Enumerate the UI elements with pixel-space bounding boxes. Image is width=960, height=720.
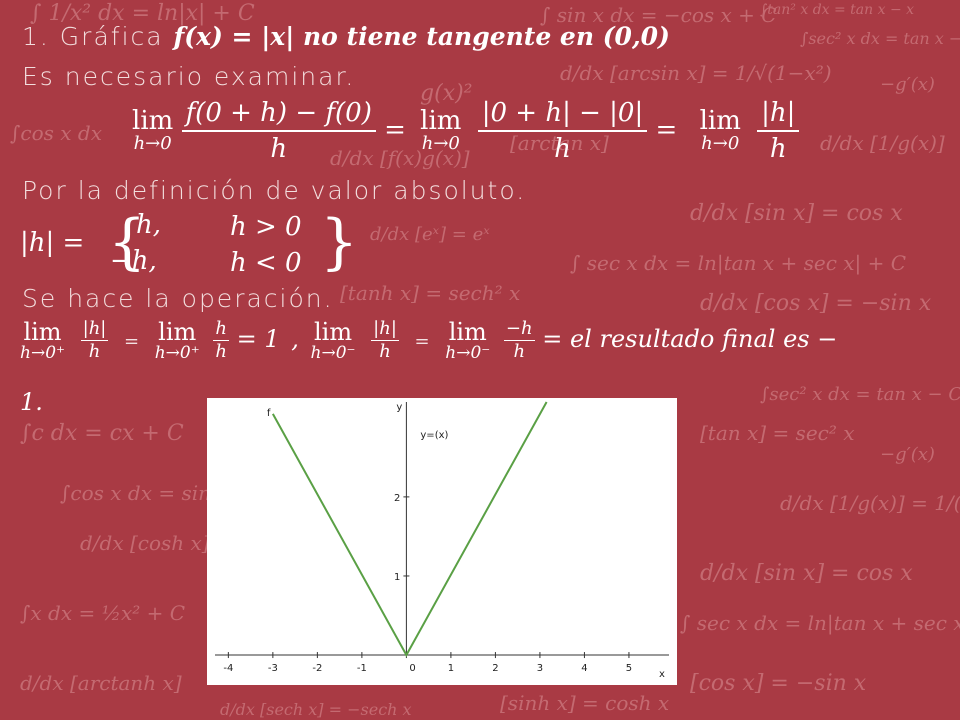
svg-text:d/dx [arctanh x]: d/dx [arctanh x] <box>20 671 182 695</box>
instruction-examine: Es necesario examinar. <box>22 62 356 91</box>
instruction-operation: Se hace la operación. <box>22 284 334 313</box>
svg-text:[cos x] = −sin x: [cos x] = −sin x <box>690 671 867 696</box>
title-formula: f(x) = |x| no tiene tangente en (0,0) <box>173 22 670 51</box>
limit-definition: lim h→0 f(0 + h) − f(0) h = lim h→0 |0 +… <box>132 96 800 166</box>
abs-curve <box>271 401 548 658</box>
svg-text:∫x dx = ½x² + C: ∫x dx = ½x² + C <box>20 601 185 625</box>
svg-text:∫ 1/x² dx = ln|x| + C: ∫ 1/x² dx = ln|x| + C <box>30 1 255 26</box>
svg-text:d/dx [1/g(x)] = 1/(1+x²): d/dx [1/g(x)] = 1/(1+x²) <box>780 491 960 515</box>
abs-h-over-h-right: |h| h <box>80 318 109 362</box>
graph-axes <box>215 402 669 656</box>
limit-right-2: lim h→0⁺ <box>154 317 200 363</box>
h-over-h-right: h h <box>213 318 229 362</box>
title-line: 1. Gráfica f(x) = |x| no tiene tangente … <box>22 22 670 52</box>
limit-operator-3: lim h→0 <box>699 106 741 154</box>
y-tick-label: 2 <box>394 493 400 504</box>
svg-text:d/dx [sech x] = −sech x: d/dx [sech x] = −sech x <box>220 700 412 719</box>
x-tick-label: 3 <box>537 663 543 674</box>
piecewise-lhs: |h| = <box>20 228 85 258</box>
svg-text:∫c dx = cx + C: ∫c dx = cx + C <box>20 421 184 446</box>
limit-right-1: lim h→0⁺ <box>20 317 65 363</box>
curve-label: y=(x) <box>420 430 448 441</box>
title-prefix: 1. Gráfica <box>22 22 174 51</box>
graph-ticks: -4 -3 -2 -1 1 2 3 4 5 0 1 2 <box>223 493 632 674</box>
x-tick-label: 1 <box>448 663 454 674</box>
left-limit-result-end: 1. <box>20 388 43 416</box>
svg-text:−g′(x): −g′(x) <box>880 74 935 95</box>
left-limit-result: = el resultado final es − <box>542 325 838 353</box>
absolute-value-graph: -4 -3 -2 -1 1 2 3 4 5 0 1 2 y x y=(x) f <box>207 398 677 685</box>
x-axis-label: x <box>659 669 665 680</box>
graph-svg: -4 -3 -2 -1 1 2 3 4 5 0 1 2 y x y=(x) f <box>215 401 669 680</box>
limit-left-1: lim h→0⁻ <box>310 317 356 363</box>
abs-h-over-h-left: |h| h <box>371 318 399 362</box>
point-label: f <box>267 408 271 419</box>
svg-text:∫sec² x dx = tan x − C: ∫sec² x dx = tan x − C <box>760 384 960 405</box>
absolute-quotient: |0 + h| − |0| h <box>477 96 648 166</box>
case-1-condition: h > 0 <box>230 212 302 242</box>
left-brace: { <box>108 207 147 277</box>
svg-text:[tan x] = sec² x: [tan x] = sec² x <box>700 421 855 445</box>
svg-text:∫ sin x dx = −cos x + C: ∫ sin x dx = −cos x + C <box>540 3 777 27</box>
limit-operator-1: lim h→0 <box>132 106 174 154</box>
limit-left-2: lim h→0⁻ <box>445 317 491 363</box>
svg-text:d/dx [cosh x]: d/dx [cosh x] <box>80 531 210 555</box>
svg-text:−g′(x): −g′(x) <box>880 444 935 465</box>
svg-text:d/dx [cos x] = −sin x: d/dx [cos x] = −sin x <box>700 291 932 316</box>
case-2-value: −h, <box>110 246 157 276</box>
limit-operator-2: lim h→0 <box>420 106 462 154</box>
x-tick-label: -3 <box>268 663 278 674</box>
svg-text:d/dx [sin x] = cos x: d/dx [sin x] = cos x <box>690 201 903 226</box>
svg-text:[arctan x]: [arctan x] <box>510 131 609 155</box>
svg-text:∫cos x dx = sin x: ∫cos x dx = sin x <box>60 481 229 505</box>
svg-text:∫tan² x dx = tan x − x: ∫tan² x dx = tan x − x <box>760 2 914 18</box>
one-sided-limits: lim h→0⁺ |h| h = lim h→0⁺ h h = 1 , lim … <box>20 317 838 363</box>
svg-text:∫cos x dx: ∫cos x dx <box>10 121 102 145</box>
x-tick-label: 2 <box>492 663 498 674</box>
svg-text:d/dx [eˣ] = eˣ: d/dx [eˣ] = eˣ <box>370 224 490 245</box>
svg-text:[tanh x] = sech² x: [tanh x] = sech² x <box>340 281 520 305</box>
x-tick-label: 5 <box>626 663 632 674</box>
instruction-absolute-value: Por la definición de valor absoluto. <box>22 176 527 205</box>
svg-text:∫ sec x dx = ln|tan x + sec x|: ∫ sec x dx = ln|tan x + sec x| + C <box>570 251 906 276</box>
difference-quotient: f(0 + h) − f(0) h <box>181 96 376 166</box>
svg-text:d/dx [arcsin x] = 1/√(1−x²): d/dx [arcsin x] = 1/√(1−x²) <box>560 61 832 85</box>
svg-text:d/dx [1/g(x)]: d/dx [1/g(x)] <box>820 131 945 155</box>
simplified-quotient: |h| h <box>757 96 800 166</box>
right-brace: } <box>320 207 359 277</box>
svg-text:d/dx [f(x)g(x)]: d/dx [f(x)g(x)] <box>330 146 470 170</box>
svg-text:∫ sec x dx = ln|tan x + sec x|: ∫ sec x dx = ln|tan x + sec x| <box>680 611 960 636</box>
x-tick-label: -4 <box>223 663 233 674</box>
svg-text:g(x)²: g(x)² <box>420 81 472 106</box>
svg-text:d/dx [sin x] = cos x: d/dx [sin x] = cos x <box>700 561 913 586</box>
origin-label: 0 <box>409 663 415 674</box>
x-tick-label: -1 <box>357 663 367 674</box>
svg-text:∫sec² x dx = tan x − C: ∫sec² x dx = tan x − C <box>800 29 960 48</box>
right-limit-result: = 1 <box>236 325 280 353</box>
x-tick-label: -2 <box>312 663 322 674</box>
case-2-condition: h < 0 <box>230 248 302 278</box>
case-1-value: h, <box>136 210 162 240</box>
y-tick-label: 1 <box>394 572 400 583</box>
y-axis-label: y <box>396 402 402 413</box>
x-tick-label: 4 <box>581 663 587 674</box>
minus-h-over-h-left: −h h <box>503 318 535 362</box>
svg-text:[sinh x] = cosh x: [sinh x] = cosh x <box>500 691 669 715</box>
